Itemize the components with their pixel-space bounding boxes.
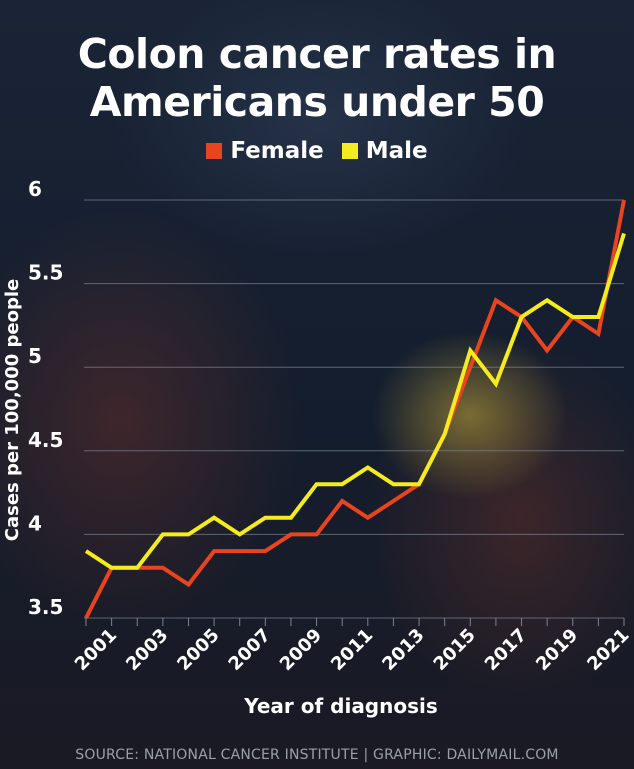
x-tick-label-2013: 2013 — [378, 625, 428, 675]
y-tick-label: 3.5 — [28, 595, 63, 619]
y-tick-label: 5.5 — [28, 261, 63, 285]
y-tick-label: 6 — [28, 177, 42, 201]
x-tick-label-2005: 2005 — [173, 625, 223, 675]
y-tick-label: 5 — [28, 344, 42, 368]
legend-item-female: Female — [206, 138, 324, 164]
legend: Female Male — [0, 138, 634, 164]
series-line-female — [84, 199, 626, 619]
x-tick-label-2019: 2019 — [532, 625, 582, 675]
x-tick-label-2011: 2011 — [327, 625, 377, 675]
x-axis-title: Year of diagnosis — [243, 694, 438, 718]
y-tick-label: 4.5 — [28, 428, 63, 452]
x-tick-label-2015: 2015 — [430, 625, 480, 675]
chart-title: Colon cancer rates in Americans under 50 — [77, 30, 557, 126]
legend-label-male: Male — [365, 138, 428, 164]
x-tick-label-2017: 2017 — [481, 625, 531, 675]
x-tick-label-2001: 2001 — [71, 625, 121, 675]
source-credit: SOURCE: NATIONAL CANCER INSTITUTE | GRAP… — [75, 747, 559, 763]
y-axis-title: Cases per 100,000 people — [2, 279, 23, 541]
legend-swatch-female — [206, 143, 223, 159]
legend-swatch-male — [341, 143, 358, 159]
series-line-male — [84, 232, 626, 570]
x-tick-label-2009: 2009 — [276, 625, 326, 675]
legend-label-female: Female — [230, 138, 324, 164]
legend-item-male: Male — [341, 138, 428, 164]
x-tick-label-2007: 2007 — [225, 625, 275, 675]
x-tick-label-2003: 2003 — [122, 625, 172, 675]
x-tick-label-2021: 2021 — [583, 625, 633, 675]
y-tick-label: 4 — [28, 511, 42, 535]
